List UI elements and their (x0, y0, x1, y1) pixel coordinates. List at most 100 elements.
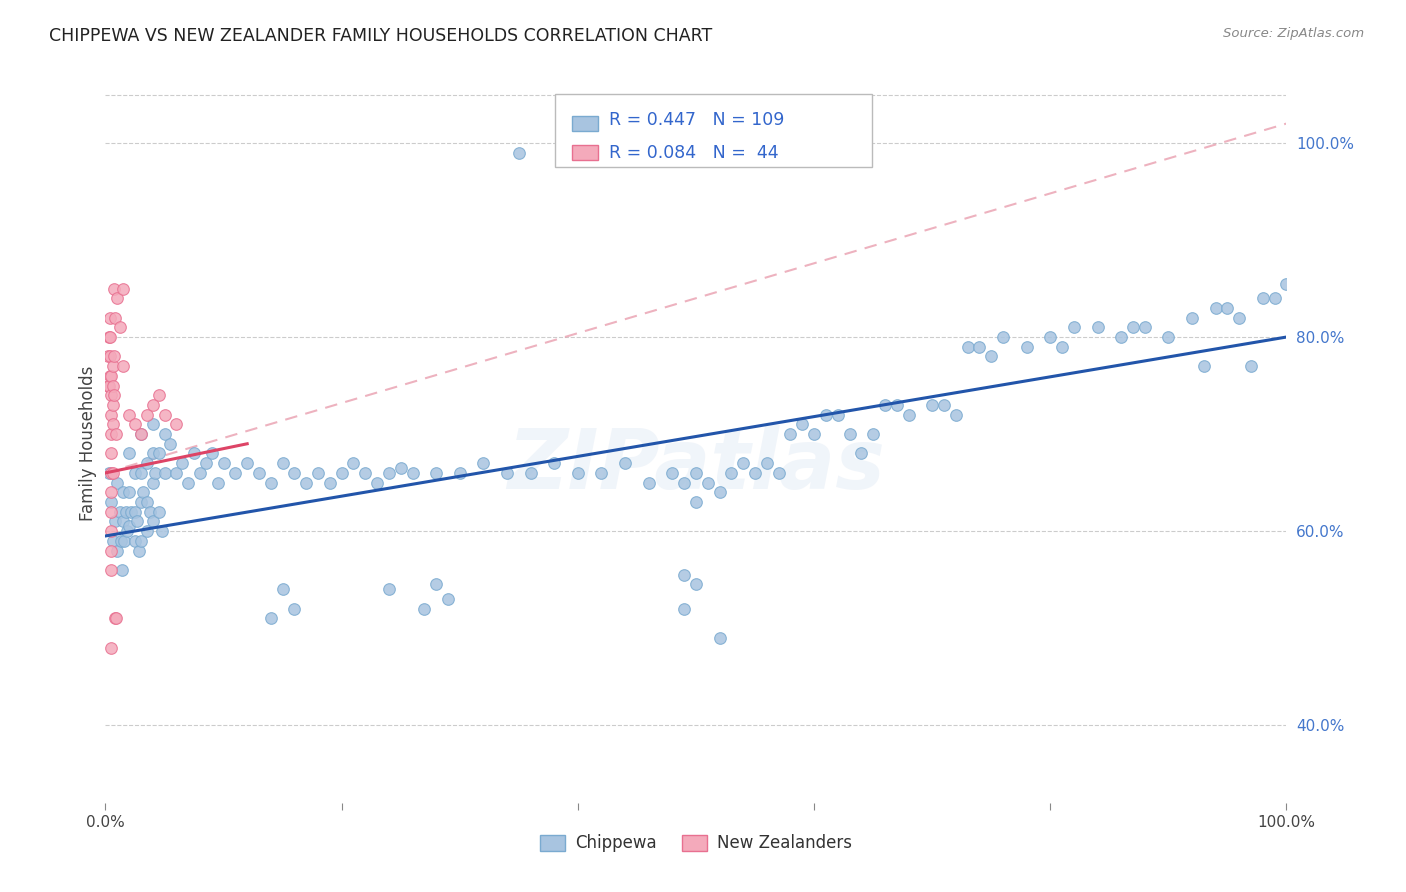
Point (124, 533, 146, 548)
Point (709, 485, 731, 500)
Point (98, 310, 121, 325)
Point (886, 398, 908, 412)
Point (148, 388, 170, 402)
Point (201, 446, 224, 460)
Point (271, 582, 294, 597)
Point (128, 543, 150, 558)
Point (207, 475, 229, 490)
Point (744, 466, 766, 480)
Point (673, 601, 696, 615)
Point (103, 350, 125, 364)
Point (105, 543, 128, 558)
Point (129, 427, 152, 442)
Point (101, 398, 124, 412)
Point (862, 427, 884, 442)
Point (1122, 320, 1144, 334)
Point (104, 611, 127, 625)
Point (108, 320, 131, 334)
Point (873, 398, 896, 412)
Text: ZIPatlas: ZIPatlas (508, 425, 884, 506)
Point (98, 330, 121, 344)
Point (127, 515, 149, 529)
Point (100, 485, 122, 500)
Point (100, 495, 122, 509)
Point (153, 427, 176, 442)
Point (838, 427, 860, 442)
Point (124, 417, 146, 432)
Point (389, 461, 412, 475)
Point (103, 281, 125, 295)
Y-axis label: Family Households: Family Households (79, 366, 97, 522)
Point (319, 475, 342, 490)
Point (437, 592, 460, 607)
Point (108, 505, 131, 519)
Point (980, 350, 1002, 364)
Point (100, 524, 122, 538)
Point (991, 330, 1014, 344)
Point (1192, 359, 1215, 373)
Point (543, 456, 565, 470)
Point (956, 340, 979, 354)
Point (1240, 359, 1263, 373)
Point (969, 340, 991, 354)
Point (110, 533, 132, 548)
Point (591, 466, 613, 480)
Point (129, 466, 152, 480)
Point (755, 456, 778, 470)
Point (98, 466, 121, 480)
Point (803, 427, 825, 442)
Point (673, 475, 696, 490)
Point (118, 408, 141, 422)
Point (101, 359, 124, 373)
Point (112, 515, 135, 529)
Point (98, 330, 121, 344)
Point (129, 533, 152, 548)
Point (425, 466, 447, 480)
Point (932, 398, 955, 412)
Point (153, 408, 176, 422)
Point (142, 475, 165, 490)
Point (143, 466, 166, 480)
Point (283, 601, 305, 615)
Point (271, 456, 294, 470)
Point (1216, 301, 1239, 315)
Point (104, 515, 127, 529)
Point (124, 466, 146, 480)
Point (165, 417, 187, 432)
Point (118, 446, 141, 460)
Point (945, 408, 967, 422)
Point (100, 408, 122, 422)
Point (283, 466, 305, 480)
Point (354, 466, 377, 480)
Point (120, 505, 142, 519)
Point (112, 359, 135, 373)
Point (921, 398, 943, 412)
Point (851, 446, 873, 460)
Point (1227, 310, 1250, 325)
Point (142, 417, 165, 432)
Point (100, 466, 122, 480)
Point (97, 350, 120, 364)
Point (792, 417, 814, 432)
Point (135, 408, 157, 422)
Point (1109, 330, 1132, 344)
Point (330, 466, 353, 480)
Point (768, 466, 790, 480)
Point (97, 378, 120, 392)
Point (685, 495, 707, 509)
Point (827, 408, 849, 422)
Point (1157, 330, 1180, 344)
Point (150, 524, 173, 538)
Point (413, 601, 436, 615)
Point (212, 456, 235, 470)
Point (129, 427, 152, 442)
Point (496, 466, 519, 480)
Point (103, 388, 125, 402)
Point (105, 291, 128, 305)
Point (685, 577, 707, 591)
Point (111, 563, 134, 577)
Point (1039, 330, 1062, 344)
Point (101, 378, 124, 392)
Point (260, 475, 283, 490)
Point (105, 475, 128, 490)
